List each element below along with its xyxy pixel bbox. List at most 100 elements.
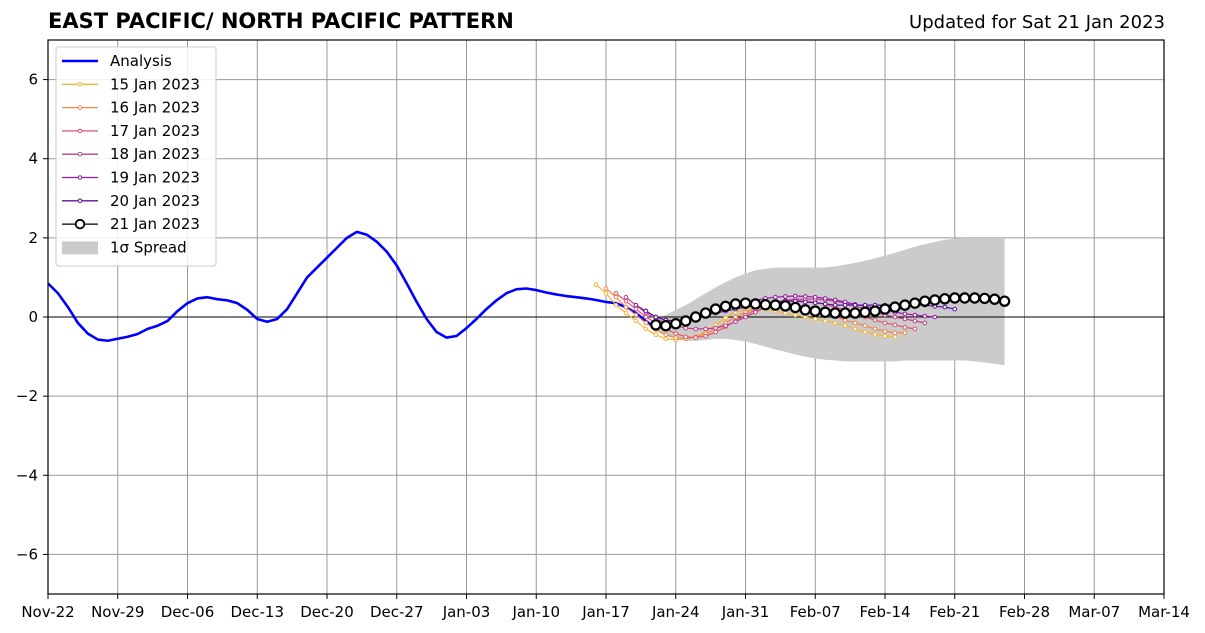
forecast-point (869, 305, 881, 317)
forecast-point (653, 314, 659, 320)
x-tick-label: Nov-22 (21, 603, 74, 621)
updated-label: Updated for Sat 21 Jan 2023 (909, 12, 1165, 33)
forecast-point (769, 299, 782, 311)
forecast-point (789, 301, 802, 314)
x-tick-label: Feb-21 (929, 603, 980, 621)
forecast-point (633, 318, 639, 324)
spread-band (655, 237, 1005, 366)
forecast-point (862, 329, 868, 335)
x-tick-label: Dec-20 (300, 603, 354, 621)
forecast-point (882, 328, 888, 334)
forecast-point (623, 298, 629, 304)
forecast-point (723, 315, 728, 321)
forecast-point (613, 302, 619, 308)
forecast-point (623, 304, 629, 310)
forecast-point (633, 302, 639, 308)
forecast-point (783, 310, 788, 316)
analysis-line (47, 230, 657, 343)
forecast-point (703, 326, 708, 332)
y-tick-label: −6 (16, 545, 38, 563)
forecast-point (882, 320, 888, 326)
y-tick-label: 0 (28, 308, 38, 326)
forecast-point (693, 326, 698, 332)
forecast-point (699, 307, 712, 319)
forecast-point (902, 330, 908, 336)
legend-label: 1σ Spread (110, 238, 187, 256)
y-tick-label: 6 (28, 71, 38, 89)
y-tick-label: 2 (28, 229, 38, 247)
forecast-point (922, 313, 928, 319)
forecast-point (673, 331, 679, 336)
y-tick-label: −2 (16, 387, 38, 405)
forecast-point (749, 298, 762, 310)
forecast-point (663, 332, 669, 338)
forecast-point (909, 297, 921, 309)
forecast-point (633, 312, 639, 318)
legend-marker (77, 105, 83, 110)
spread-layer (655, 237, 1005, 366)
axis-ticks: Nov-22 Nov-29 Dec-06 Dec-13 Dec-20 Dec-27 Jan-… (16, 71, 1190, 621)
series-layer (47, 230, 1011, 343)
forecast-point (932, 314, 938, 320)
forecast-point (613, 294, 619, 300)
forecast-point (773, 294, 778, 300)
legend-label: 17 Jan 2023 (110, 122, 200, 140)
x-tick-label: Dec-06 (161, 603, 215, 621)
forecast-point (650, 319, 662, 331)
forecast-point (862, 302, 868, 308)
forecast-point (719, 300, 732, 313)
forecast-point (703, 333, 708, 339)
forecast-point (902, 324, 908, 330)
forecast-point (623, 294, 629, 300)
forecast-point (603, 290, 609, 296)
legend-label: 20 Jan 2023 (110, 192, 200, 210)
forecast-point (872, 332, 878, 337)
legend-box (55, 46, 217, 267)
forecast-point (912, 312, 918, 318)
forecast-point (733, 314, 738, 320)
forecast-point (862, 323, 868, 329)
x-tick-label: Nov-29 (91, 603, 144, 621)
forecast-point (623, 310, 629, 316)
x-tick-label: Jan-31 (721, 603, 770, 621)
forecast-point (892, 314, 898, 320)
forecast-point (879, 303, 891, 315)
forecast-point (709, 303, 722, 315)
forecast-point (723, 323, 728, 329)
forecast-point (839, 307, 851, 319)
forecast-point (889, 301, 901, 313)
legend-marker (77, 128, 83, 134)
forecast-point (922, 320, 928, 326)
forecast-point (593, 282, 599, 287)
chart-title: EAST PACIFIC/ NORTH PACIFIC PATTERN (48, 9, 514, 33)
forecast-point (872, 326, 878, 332)
forecast-point (902, 311, 908, 317)
x-tick-label: Jan-10 (511, 603, 560, 621)
x-tick-label: Jan-03 (442, 603, 491, 621)
forecast-point (643, 314, 649, 320)
forecast-point (892, 330, 898, 336)
forecast-point (852, 302, 858, 308)
forecast-point (729, 298, 742, 310)
forecast-point (680, 315, 692, 327)
legend-label: 15 Jan 2023 (110, 75, 200, 93)
forecast-point (892, 322, 898, 328)
forecast-point (793, 293, 798, 299)
forecast-point (633, 306, 639, 312)
forecast-point (829, 307, 841, 319)
forecast-point (902, 316, 908, 322)
forecast-point (822, 318, 828, 324)
forecast-point (919, 295, 931, 307)
forecast-point (812, 294, 818, 300)
legend-swatch (62, 241, 98, 255)
forecast-point (653, 332, 659, 338)
forecast-point (949, 292, 961, 304)
forecast-point (713, 329, 718, 335)
forecast-point (743, 314, 748, 320)
legend-label: Analysis (110, 52, 172, 70)
x-tick-label: Feb-28 (999, 603, 1050, 621)
forecast-point (779, 300, 792, 312)
forecast-point (670, 318, 682, 330)
x-tick-label: Feb-07 (790, 603, 841, 621)
forecast-point (802, 294, 808, 299)
